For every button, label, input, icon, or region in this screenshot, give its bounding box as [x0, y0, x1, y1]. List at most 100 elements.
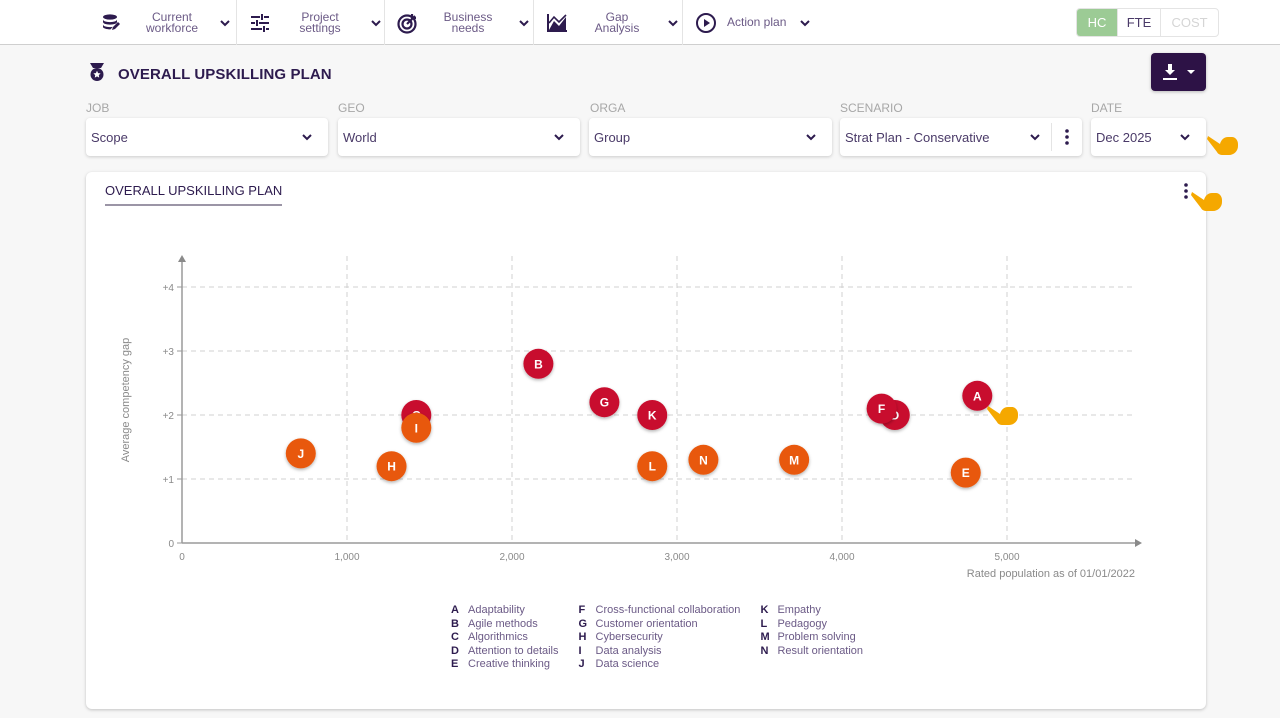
data-point-marker[interactable]: [866, 393, 897, 424]
nav-label-line2: needs: [451, 20, 485, 35]
download-icon: [1162, 64, 1177, 80]
nav-action-plan[interactable]: Action plan: [683, 0, 823, 45]
play-circle-icon: [695, 12, 717, 34]
legend-item: N Result orientation: [760, 645, 863, 659]
x-axis-arrow: [1135, 539, 1142, 547]
date-select[interactable]: Dec 2025: [1091, 118, 1206, 156]
data-point-f[interactable]: F: [866, 393, 897, 424]
legend-key: N: [760, 644, 769, 657]
select-value: Strat Plan - Conservative: [845, 129, 990, 145]
chevron-down-icon: [554, 134, 564, 141]
data-point-a[interactable]: A: [962, 380, 993, 411]
legend-item: I Data analysis: [579, 645, 741, 659]
data-point-label: J: [297, 447, 304, 461]
chevron-down-icon: [519, 19, 529, 26]
data-point-l[interactable]: L: [637, 451, 668, 482]
y-tick-label: +1: [163, 475, 175, 486]
chevron-down-icon: [371, 19, 381, 26]
data-point-marker[interactable]: [962, 380, 993, 411]
legend-item: G Customer orientation: [579, 618, 741, 632]
nav-label-line2: workforce: [145, 20, 198, 35]
geo-select[interactable]: World: [338, 118, 580, 156]
orga-select[interactable]: Group: [589, 118, 832, 156]
data-point-label: K: [648, 409, 657, 423]
nav-label: Action plan: [727, 15, 787, 29]
nav-label: Project settings: [283, 11, 357, 34]
sliders-icon: [249, 12, 271, 34]
target-icon: [397, 12, 419, 34]
chevron-down-icon: [1180, 134, 1190, 141]
chevron-down-icon: [668, 19, 678, 26]
data-point-marker[interactable]: [688, 444, 719, 475]
y-tick-label: 0: [168, 539, 174, 550]
x-tick-label: 3,000: [664, 552, 689, 563]
nav-label: Gap Analysis: [580, 9, 654, 34]
legend-label: Agile methods: [468, 617, 538, 630]
nav-project-settings[interactable]: Project settings: [237, 0, 385, 45]
data-point-j[interactable]: J: [285, 438, 316, 469]
nav-current-workforce[interactable]: Current workforce: [86, 0, 237, 45]
card-title: OVERALL UPSKILLING PLAN: [105, 183, 283, 206]
data-point-m[interactable]: M: [779, 444, 810, 475]
legend-column: F Cross-functional collaboration G Customer…: [579, 604, 741, 672]
legend-label: Attention to details: [468, 644, 559, 657]
data-point-marker[interactable]: [637, 400, 668, 430]
select-value: Scope: [91, 129, 128, 145]
top-navigation-bar: Current workforce Project settings Busines…: [0, 0, 1280, 45]
scenario-select[interactable]: Strat Plan - Conservative: [840, 118, 1082, 156]
nav-business-needs[interactable]: Business needs: [385, 0, 534, 45]
data-point-i[interactable]: I: [401, 412, 432, 443]
toggle-hc[interactable]: HC: [1077, 9, 1118, 36]
job-select[interactable]: Scope: [86, 118, 328, 156]
legend-key: E: [451, 658, 459, 670]
nav-label: Current workforce: [132, 11, 212, 35]
legend-label: Creative thinking: [468, 658, 550, 670]
legend-item: H Cybersecurity: [579, 631, 741, 645]
data-point-marker[interactable]: [637, 451, 668, 482]
data-point-marker[interactable]: [285, 438, 316, 469]
data-point-marker[interactable]: [779, 444, 810, 475]
legend-label: Data analysis: [595, 644, 662, 657]
x-axis-title: Rated population as of 01/01/2022: [967, 568, 1135, 580]
x-tick-label: 5,000: [994, 552, 1019, 563]
medal-icon: [88, 62, 106, 87]
filter-label-orga: ORGA: [590, 101, 626, 115]
data-point-label: H: [387, 460, 396, 474]
more-options-icon[interactable]: [1063, 128, 1071, 146]
legend-column: K Empathy L Pedagogy M Problem solving N Result…: [760, 604, 863, 672]
legend-item: C Algorithmics: [451, 631, 559, 645]
area-chart-icon: [546, 12, 568, 34]
legend-key: C: [451, 631, 459, 643]
unit-toggle-group: HC FTE COST: [1076, 8, 1219, 37]
data-point-label: B: [534, 357, 543, 371]
chart-legend: A Adaptability B Agile methods C Algorithmics…: [451, 604, 863, 672]
legend-item: B Agile methods: [451, 618, 559, 632]
legend-item: J Data science: [579, 658, 741, 672]
data-point-marker[interactable]: [589, 387, 620, 418]
legend-key: I: [578, 644, 582, 657]
data-point-label: N: [699, 453, 708, 467]
caret-down-icon: [1186, 70, 1195, 74]
more-options-icon[interactable]: [1182, 182, 1190, 200]
divider: [1051, 123, 1052, 151]
data-point-g[interactable]: G: [589, 387, 620, 418]
data-point-h[interactable]: H: [376, 451, 407, 482]
toggle-cost: COST: [1171, 15, 1208, 30]
legend-label: Pedagogy: [777, 617, 827, 630]
data-point-b[interactable]: B: [523, 348, 554, 379]
nav-gap-analysis[interactable]: Gap Analysis: [534, 0, 683, 45]
nav-label-line1: Gap: [605, 9, 629, 24]
data-point-marker[interactable]: [401, 412, 432, 443]
data-point-marker[interactable]: [950, 457, 981, 488]
legend-label: Cross-functional collaboration: [595, 604, 741, 616]
data-point-k[interactable]: K: [637, 400, 668, 430]
data-point-e[interactable]: E: [950, 457, 981, 488]
data-point-marker[interactable]: [376, 451, 407, 482]
data-point-label: F: [878, 402, 885, 416]
data-point-marker[interactable]: [523, 348, 554, 379]
download-button[interactable]: [1151, 53, 1206, 91]
toggle-fte[interactable]: FTE: [1118, 9, 1161, 36]
legend-key: D: [451, 644, 459, 657]
data-point-n[interactable]: N: [688, 444, 719, 475]
